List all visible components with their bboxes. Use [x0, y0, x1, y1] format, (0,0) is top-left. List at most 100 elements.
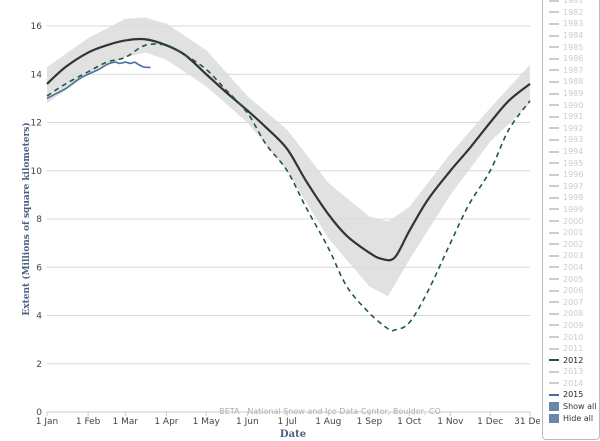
x-tick-label: 1 Jan [36, 417, 58, 427]
legend-item-1993[interactable]: 1993 [543, 134, 599, 146]
x-tick-label: 1 Oct [397, 417, 422, 427]
legend-item-2001[interactable]: 2001 [543, 227, 599, 239]
legend-swatch-icon [549, 80, 559, 83]
y-tick-label: 8 [36, 215, 42, 225]
x-tick-label: 1 May [193, 417, 221, 427]
legend-item-2012[interactable]: 2012 [543, 354, 599, 366]
legend-item-2015[interactable]: 2015 [543, 389, 599, 401]
legend-swatch-icon [549, 150, 559, 153]
series-line-2015 [46, 61, 151, 100]
series-line-mean [46, 37, 531, 262]
legend-swatch-icon [549, 382, 559, 385]
y-tick-label: 0 [36, 408, 42, 418]
legend-swatch-icon [549, 243, 559, 246]
legend-item-1998[interactable]: 1998 [543, 192, 599, 204]
legend-swatch-icon [549, 208, 559, 211]
x-tick-label: 31 Dec [514, 417, 540, 427]
legend-swatch-icon [549, 34, 559, 37]
legend-swatch-icon [549, 231, 559, 234]
legend-swatch-icon [549, 127, 559, 130]
legend-item-1994[interactable]: 1994 [543, 146, 599, 158]
x-tick-label: 1 Mar [112, 417, 138, 427]
series-line-2012 [46, 43, 531, 332]
y-tick-label: 2 [36, 360, 42, 370]
show-all-button[interactable]: Show all [543, 401, 599, 413]
legend-item-1996[interactable]: 1996 [543, 169, 599, 181]
legend-swatch-icon [549, 115, 559, 118]
legend-item-1991[interactable]: 1991 [543, 111, 599, 123]
legend-swatch-icon [549, 104, 559, 107]
y-tick-label: 14 [31, 70, 43, 80]
legend-swatch-icon [549, 312, 559, 315]
legend-item-2009[interactable]: 2009 [543, 320, 599, 332]
legend-item-1990[interactable]: 1990 [543, 99, 599, 111]
legend-item-2000[interactable]: 2000 [543, 215, 599, 227]
x-tick-label: 1 Dec [477, 417, 503, 427]
x-tick-label: 1 Nov [437, 417, 464, 427]
legend-swatch-icon [549, 278, 559, 281]
legend-swatch-icon [549, 301, 559, 304]
legend-item-2013[interactable]: 2013 [543, 366, 599, 378]
x-tick-label: 1 Feb [76, 417, 101, 427]
interdecile-range-band [47, 17, 530, 297]
legend-item-2007[interactable]: 2007 [543, 296, 599, 308]
legend-swatch-icon [549, 336, 559, 339]
legend-swatch-icon [549, 69, 559, 72]
x-tick-label: 1 Jun [236, 417, 259, 427]
legend-swatch-icon [549, 359, 559, 362]
legend-swatch-icon [549, 393, 559, 396]
legend-swatch-icon [549, 92, 559, 95]
legend-swatch-icon [549, 22, 559, 25]
legend-item-1981[interactable]: 1981 [543, 0, 599, 7]
hide-all-button[interactable]: Hide all [543, 413, 599, 425]
legend-swatch-icon [549, 11, 559, 14]
y-tick-label: 12 [31, 119, 42, 129]
legend-swatch-icon [549, 196, 559, 199]
legend-swatch-icon [549, 173, 559, 176]
legend-swatch-icon [549, 0, 559, 2]
legend-item-2010[interactable]: 2010 [543, 331, 599, 343]
legend-item-2002[interactable]: 2002 [543, 238, 599, 250]
legend-item-1983[interactable]: 1983 [543, 18, 599, 30]
legend-item-2005[interactable]: 2005 [543, 273, 599, 285]
legend-swatch-icon [549, 162, 559, 165]
legend-swatch-icon [549, 324, 559, 327]
legend-item-1997[interactable]: 1997 [543, 181, 599, 193]
legend-swatch-icon [549, 266, 559, 269]
legend-item-2014[interactable]: 2014 [543, 378, 599, 390]
legend-item-1987[interactable]: 1987 [543, 65, 599, 77]
legend-swatch-icon [549, 46, 559, 49]
legend-item-1986[interactable]: 1986 [543, 53, 599, 65]
x-axis-title: Date [280, 429, 306, 440]
legend-swatch-icon [549, 347, 559, 350]
y-tick-label: 10 [31, 167, 43, 177]
x-tick-label: 1 Sep [357, 417, 383, 427]
y-tick-label: 6 [36, 263, 42, 273]
legend-item-1985[interactable]: 1985 [543, 41, 599, 53]
legend-item-2011[interactable]: 2011 [543, 343, 599, 355]
legend-item-2003[interactable]: 2003 [543, 250, 599, 262]
legend-item-1984[interactable]: 1984 [543, 30, 599, 42]
x-tick-label: 1 Jul [277, 417, 296, 427]
x-tick-label: 1 Aug [315, 417, 341, 427]
legend-item-1988[interactable]: 1988 [543, 76, 599, 88]
legend-item-1992[interactable]: 1992 [543, 123, 599, 135]
legend-swatch-icon [549, 138, 559, 141]
legend-item-2006[interactable]: 2006 [543, 285, 599, 297]
legend-item-1995[interactable]: 1995 [543, 157, 599, 169]
legend-item-2008[interactable]: 2008 [543, 308, 599, 320]
legend-item-1999[interactable]: 1999 [543, 204, 599, 216]
hide-all-icon [549, 414, 559, 424]
legend-swatch-icon [549, 185, 559, 188]
y-tick-label: 16 [31, 22, 43, 32]
legend-item-2004[interactable]: 2004 [543, 262, 599, 274]
y-axis-title: Extent (Millions of square kilometers) [21, 122, 32, 315]
show-all-icon [549, 402, 559, 412]
legend-item-1982[interactable]: 1982 [543, 7, 599, 19]
legend-item-1989[interactable]: 1989 [543, 88, 599, 100]
legend-swatch-icon [549, 220, 559, 223]
y-tick-label: 4 [36, 312, 42, 322]
legend-swatch-icon [549, 254, 559, 257]
legend-swatch-icon [549, 289, 559, 292]
legend-swatch-icon [549, 370, 559, 373]
